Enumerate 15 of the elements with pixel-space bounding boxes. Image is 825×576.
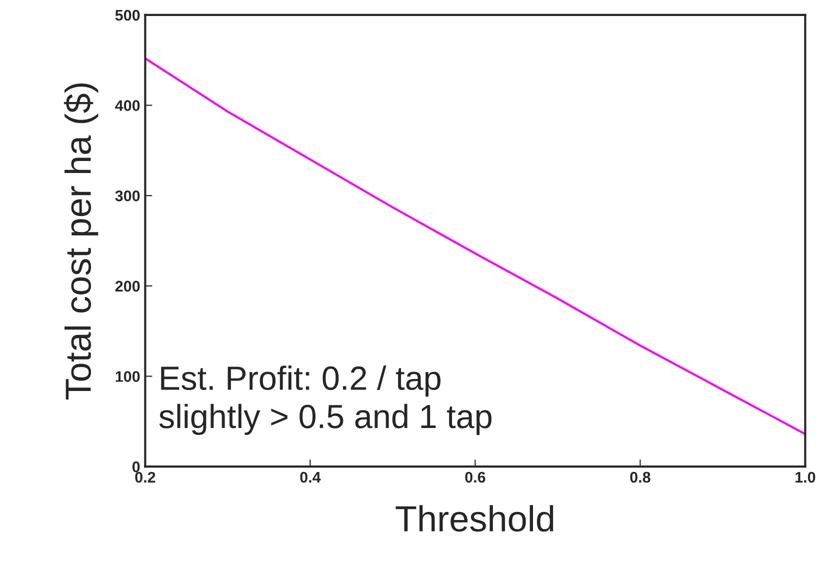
x-axis-title: Threshold	[396, 505, 554, 532]
x-tick-label: 0.4	[300, 472, 321, 483]
y-tick-label: 100	[116, 371, 140, 382]
x-tick-label: 0.6	[465, 472, 486, 483]
y-tick-label: 500	[115, 10, 140, 21]
y-tick-label: 400	[115, 100, 140, 111]
x-tick-label: 0.2	[135, 472, 156, 483]
annotation: Est. Profit: 0.2 / tap slightly > 0.5 and 1 tap	[159, 366, 492, 435]
y-tick-label: 300	[115, 190, 140, 202]
line-series	[145, 57, 806, 436]
y-tick-label: 0	[132, 461, 140, 472]
x-tick-label: 1.0	[796, 472, 816, 483]
y-tick-label: 200	[115, 280, 140, 292]
x-tick-label: 0.8	[630, 472, 650, 483]
y-axis-title: Total cost per ha ($)	[64, 83, 98, 400]
